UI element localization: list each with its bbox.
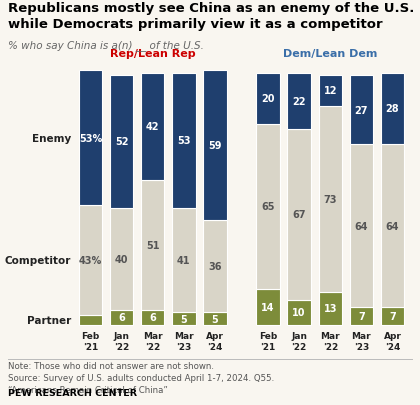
Bar [319, 107, 342, 292]
Bar [141, 73, 164, 180]
Text: 6: 6 [118, 313, 125, 322]
Text: Mar
'23: Mar '23 [174, 331, 194, 351]
Bar [287, 129, 311, 300]
Text: 42: 42 [146, 122, 160, 132]
Text: 64: 64 [354, 221, 368, 231]
Text: 73: 73 [323, 194, 337, 204]
Text: 6: 6 [150, 313, 156, 322]
Text: Apr
'24: Apr '24 [206, 331, 224, 351]
Text: 64: 64 [386, 221, 399, 231]
Bar [256, 290, 280, 325]
Bar [350, 76, 373, 145]
Text: PEW RESEARCH CENTER: PEW RESEARCH CENTER [8, 388, 137, 397]
Bar [79, 206, 102, 315]
Text: 7: 7 [389, 311, 396, 321]
Bar [110, 208, 133, 310]
Text: Feb
'21: Feb '21 [81, 331, 100, 351]
Bar [381, 145, 404, 307]
Text: 43%: 43% [79, 255, 102, 265]
Text: 41: 41 [177, 255, 191, 265]
Text: Competitor: Competitor [5, 255, 71, 265]
Bar [141, 310, 164, 325]
Bar [79, 315, 102, 325]
Text: 20: 20 [261, 94, 275, 104]
Text: 13: 13 [323, 304, 337, 313]
Text: 7: 7 [358, 311, 365, 321]
Text: 53: 53 [177, 136, 191, 146]
Bar [319, 76, 342, 107]
Text: Mar
'22: Mar '22 [320, 331, 340, 351]
Text: 53%: 53% [79, 133, 102, 143]
Text: Mar
'22: Mar '22 [143, 331, 163, 351]
Bar [203, 313, 227, 325]
Bar [350, 307, 373, 325]
Bar [172, 313, 196, 325]
Text: 67: 67 [292, 209, 306, 220]
Text: 65: 65 [261, 202, 275, 212]
Text: 12: 12 [323, 86, 337, 96]
Bar [350, 145, 373, 307]
Text: Dem/Lean Dem: Dem/Lean Dem [283, 49, 378, 59]
Text: 36: 36 [208, 262, 222, 272]
Bar [141, 180, 164, 310]
Bar [381, 73, 404, 145]
Text: 51: 51 [146, 240, 160, 250]
Text: 52: 52 [115, 137, 129, 147]
Text: Apr
'24: Apr '24 [383, 331, 402, 351]
Bar [110, 76, 133, 208]
Bar [203, 221, 227, 313]
Text: Jan
'22: Jan '22 [114, 331, 130, 351]
Text: % who say China is a(n) __ of the U.S.: % who say China is a(n) __ of the U.S. [8, 40, 204, 51]
Text: 28: 28 [386, 104, 399, 114]
Text: Note: Those who did not answer are not shown.
Source: Survey of U.S. adults cond: Note: Those who did not answer are not s… [8, 361, 274, 394]
Text: 5: 5 [212, 314, 218, 324]
Bar [203, 71, 227, 221]
Bar [287, 73, 311, 129]
Bar [319, 292, 342, 325]
Bar [287, 300, 311, 325]
Bar [110, 310, 133, 325]
Text: 22: 22 [292, 96, 306, 107]
Text: 59: 59 [208, 141, 222, 151]
Bar [172, 208, 196, 313]
Text: 27: 27 [354, 105, 368, 115]
Bar [256, 73, 280, 124]
Text: 5: 5 [181, 314, 187, 324]
Text: 40: 40 [115, 254, 129, 264]
Text: Partner: Partner [27, 315, 71, 325]
Bar [381, 307, 404, 325]
Text: 14: 14 [261, 303, 275, 312]
Bar [256, 124, 280, 290]
Text: Republicans mostly see China as an enemy of the U.S.
while Democrats primarily v: Republicans mostly see China as an enemy… [8, 2, 415, 31]
Bar [172, 73, 196, 208]
Bar [79, 71, 102, 206]
Text: Enemy: Enemy [32, 133, 71, 143]
Text: 10: 10 [292, 307, 306, 318]
Text: Feb
'21: Feb '21 [259, 331, 277, 351]
Text: Jan
'22: Jan '22 [291, 331, 307, 351]
Text: Mar
'23: Mar '23 [352, 331, 371, 351]
Text: Rep/Lean Rep: Rep/Lean Rep [110, 49, 196, 59]
